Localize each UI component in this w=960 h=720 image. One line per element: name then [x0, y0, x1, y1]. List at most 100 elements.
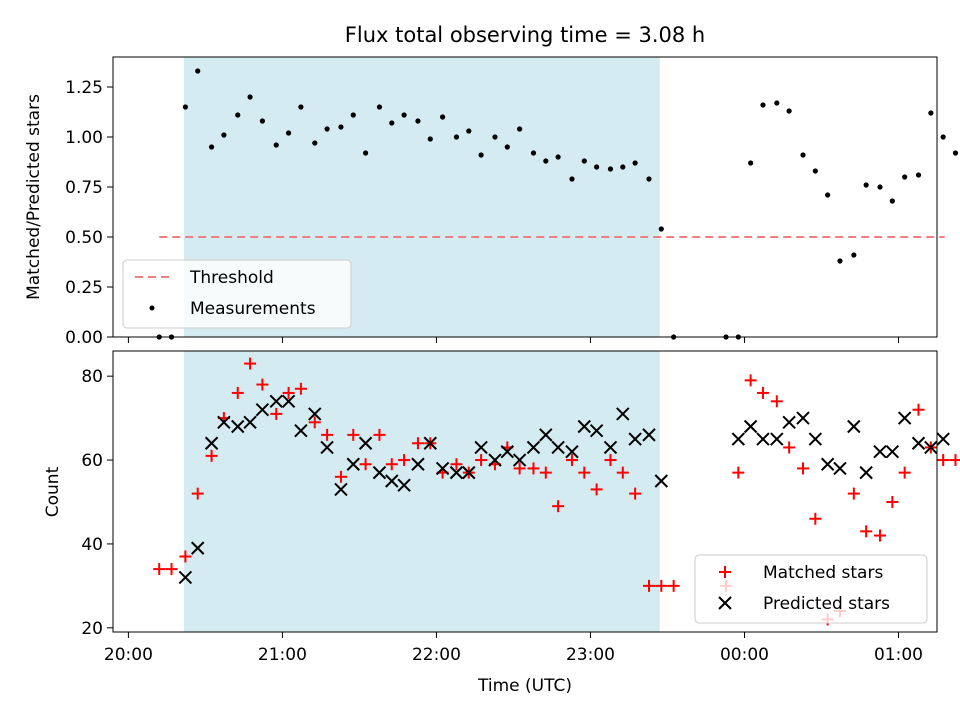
- measurement-point: [902, 174, 908, 180]
- predicted-star-marker: [512, 453, 527, 467]
- matched-star-marker: [667, 579, 680, 592]
- measurement-point: [607, 166, 614, 172]
- measurement-point: [760, 102, 766, 108]
- y-tick-label: 0.75: [65, 178, 103, 198]
- predicted-star-marker: [551, 440, 565, 455]
- matched-star-marker: [655, 579, 668, 592]
- predicted-stars-series: [178, 394, 950, 585]
- measurement-point: [453, 134, 460, 140]
- predicted-star-marker: [358, 436, 373, 450]
- predicted-star-marker: [255, 403, 270, 417]
- measurement-point: [786, 108, 792, 114]
- bottom-axes-frame: [112, 350, 938, 633]
- predicted-star-marker: [873, 444, 887, 459]
- matched-star-marker: [256, 378, 269, 391]
- matched-star-marker: [949, 454, 960, 467]
- predicted-star-marker: [488, 453, 502, 467]
- matched-star-marker: [334, 470, 347, 483]
- measurement-point: [530, 150, 537, 156]
- y-tick-label: 1.00: [65, 128, 103, 148]
- predicted-star-marker: [654, 474, 669, 488]
- predicted-star-marker: [385, 474, 399, 488]
- matched-star-marker: [874, 529, 887, 542]
- predicted-star-marker: [616, 407, 630, 421]
- legend-predicted-label: Predicted stars: [763, 594, 890, 614]
- matched-star-marker: [153, 563, 166, 576]
- matched-star-marker: [604, 454, 617, 467]
- matched-star-marker: [732, 466, 745, 479]
- matched-star-marker: [347, 428, 360, 441]
- measurement-point: [748, 160, 754, 166]
- matched-star-marker: [244, 357, 257, 370]
- x-tick-label: 00:00: [720, 645, 769, 665]
- measurement-point: [837, 258, 843, 264]
- chart-title: Flux total observing time = 3.08 h: [345, 23, 705, 47]
- matched-star-marker: [912, 403, 925, 416]
- measurement-point: [800, 152, 806, 158]
- measurement-point: [324, 126, 330, 132]
- matched-star-marker: [398, 454, 411, 467]
- measurement-point: [851, 252, 857, 258]
- y-tick-label: 0.50: [65, 228, 103, 248]
- matched-star-marker: [783, 441, 796, 454]
- matched-star-marker: [450, 458, 463, 471]
- matched-star-marker: [282, 386, 295, 399]
- bottom-legend: Matched stars Predicted stars: [694, 554, 928, 624]
- predicted-star-marker: [320, 440, 334, 455]
- measurement-point: [273, 142, 279, 148]
- measurement-point: [555, 154, 561, 160]
- matched-star-marker: [294, 382, 307, 395]
- measurement-point: [362, 150, 369, 156]
- x-tick-label: 01:00: [874, 645, 923, 665]
- matched-star-marker: [616, 466, 629, 479]
- matched-star-marker: [321, 428, 334, 441]
- predicted-star-marker: [577, 419, 592, 434]
- predicted-star-marker: [847, 419, 861, 434]
- measurement-point: [632, 160, 638, 166]
- matched-star-marker: [809, 512, 822, 525]
- predicted-star-marker: [191, 541, 205, 555]
- matched-star-marker: [590, 483, 603, 496]
- predicted-star-marker: [782, 415, 796, 430]
- measurement-point: [298, 104, 304, 110]
- predicted-star-marker: [411, 457, 425, 471]
- predicted-star-marker: [565, 444, 579, 459]
- predicted-star-marker: [346, 457, 360, 471]
- predicted-star-marker: [204, 436, 219, 450]
- predicted-star-marker: [308, 407, 322, 421]
- measurement-point: [877, 184, 883, 190]
- matched-star-marker: [797, 462, 810, 475]
- predicted-star-marker: [820, 457, 835, 471]
- measurement-point: [285, 130, 292, 136]
- legend-threshold-label: Threshold: [189, 268, 274, 288]
- predicted-star-marker: [435, 461, 450, 476]
- y-tick-label: 0.00: [65, 328, 103, 348]
- measurement-point: [863, 182, 869, 188]
- matched-star-marker: [527, 462, 540, 475]
- measurements-series: [156, 68, 959, 340]
- measurement-point: [259, 118, 265, 124]
- top-x-ticks: [127, 337, 899, 343]
- matched-star-marker: [179, 550, 192, 563]
- x-axis-label: Time (UTC): [477, 676, 572, 696]
- y-tick-label: 0.25: [65, 278, 103, 298]
- predicted-star-marker: [539, 428, 553, 442]
- y-tick-label: 60: [81, 451, 103, 471]
- measurement-point: [389, 120, 395, 126]
- measurement-point: [195, 68, 201, 74]
- top-legend-frame: [122, 259, 352, 329]
- predicted-star-marker: [423, 436, 437, 450]
- matched-star-marker: [860, 525, 873, 538]
- predicted-star-marker: [859, 465, 873, 480]
- bottom-legend-frame: [694, 554, 928, 624]
- matched-star-marker: [165, 563, 178, 576]
- y-tick-label: 20: [81, 619, 103, 639]
- matched-star-marker: [308, 416, 321, 429]
- matched-star-marker: [475, 454, 488, 467]
- top-legend: Threshold Measurements: [122, 259, 352, 329]
- bottom-x-ticks: 20:00 21:00 22:00 23:00 00:00 01:00: [104, 632, 923, 665]
- bottom-y-axis-label: Count: [43, 466, 63, 517]
- measurement-point: [376, 104, 383, 110]
- legend-measurements-swatch: [149, 305, 155, 311]
- measurement-point: [350, 112, 356, 118]
